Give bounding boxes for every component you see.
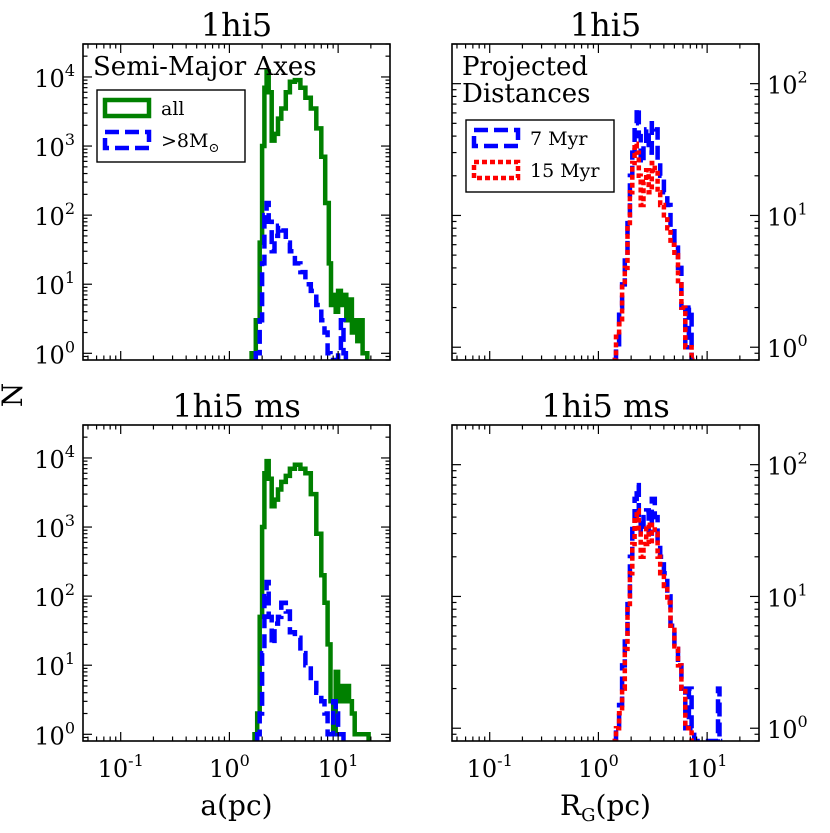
panel-title: 1hi5 [201, 6, 273, 44]
plot-frame [82, 43, 391, 361]
legend: 7 Myr 15 Myr [465, 119, 615, 193]
x-tick-label: 101 [318, 751, 359, 783]
panel-title: 1hi5 [570, 6, 642, 44]
y-tick-label: 101 [767, 199, 808, 231]
y-tick-label: 102 [34, 199, 75, 231]
series-15-myr [612, 508, 695, 741]
y-tick-label: 102 [767, 449, 808, 481]
x-tick-label: 10-1 [467, 751, 513, 783]
legend: all >8M⊙ [96, 89, 246, 163]
y-axis-label: N [0, 383, 29, 408]
legend-swatch [471, 159, 521, 181]
panel-title: 1hi5 ms [172, 387, 301, 425]
series--8m [253, 200, 349, 360]
y-tick-label: 103 [34, 511, 75, 543]
y-tick-label: 104 [34, 442, 75, 474]
y-tick-label: 100 [767, 331, 808, 363]
y-tick-label: 104 [34, 61, 75, 93]
legend-swatch [102, 97, 152, 119]
x-tick-label: 101 [687, 751, 728, 783]
y-tick-label: 100 [767, 712, 808, 744]
series-15-myr [612, 141, 695, 360]
series-7-myr [612, 482, 723, 741]
legend-label: 7 Myr [530, 128, 588, 150]
series--8m [254, 579, 347, 741]
legend-swatch [102, 129, 152, 151]
x-tick-label: 100 [578, 751, 619, 783]
panel-title: 1hi5 ms [541, 387, 670, 425]
legend-swatch [471, 127, 521, 149]
x-tick-label: 100 [209, 751, 250, 783]
y-tick-label: 101 [34, 649, 75, 681]
legend-label: all [161, 98, 184, 120]
y-tick-label: 100 [34, 337, 75, 369]
y-tick-label: 102 [34, 580, 75, 612]
series-all [249, 69, 370, 360]
panel-label: Semi-Major Axes [93, 52, 317, 82]
plot-frame [451, 43, 760, 361]
series-all [252, 458, 371, 741]
x-axis-label: a(pc) [200, 789, 272, 822]
legend-label: >8M⊙ [161, 130, 219, 156]
y-tick-label: 101 [767, 580, 808, 612]
plot-frame [82, 424, 391, 742]
x-axis-label: RG(pc) [560, 789, 651, 826]
panel-bl: 100 101 102 103 104 10-1 100 101 1hi5 ms a(pc) [34, 387, 391, 822]
plot-frame [451, 424, 760, 742]
series-7-myr [612, 106, 695, 360]
panel-tr: 100 101 102 1hi5 Projected Distances 7 Myr 15 M… [451, 6, 808, 363]
y-tick-label: 102 [767, 68, 808, 100]
panel-label: Projected Distances [462, 52, 591, 109]
legend-label: 15 Myr [530, 160, 600, 182]
y-tick-label: 100 [34, 718, 75, 750]
panel-tl: 100 101 102 103 104 1hi5 Semi-Major Axes all >8M… [34, 6, 391, 369]
y-tick-label: 101 [34, 268, 75, 300]
y-tick-label: 103 [34, 130, 75, 162]
panel-br: 100 101 102 10-1 100 101 1hi5 ms RG(pc) [451, 387, 808, 826]
x-tick-label: 10-1 [98, 751, 144, 783]
legend-frame [465, 119, 615, 193]
